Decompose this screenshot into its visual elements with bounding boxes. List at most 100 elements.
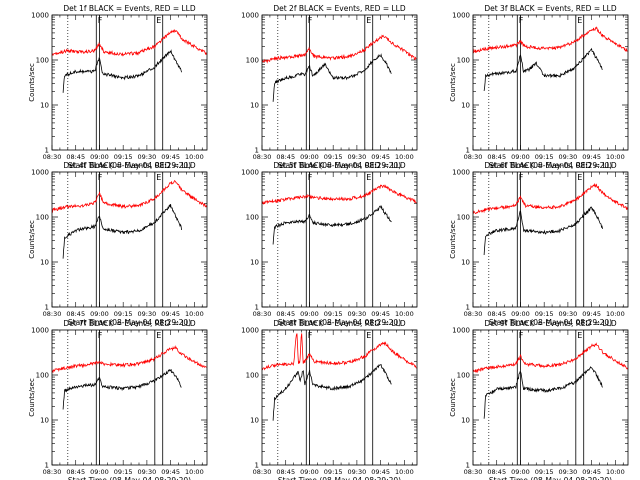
y-tick-label: 1 (45, 147, 49, 155)
x-tick-label: 10:00 (606, 310, 625, 318)
y-tick-label: 1 (466, 147, 470, 155)
x-tick-label: 09:00 (300, 468, 319, 476)
x-tick-label: 09:00 (300, 310, 319, 318)
panel-title: Det 1f BLACK = Events, RED = LLD (63, 4, 196, 13)
lld-series-line (262, 184, 417, 205)
panel-title: Det 2f BLACK = Events, RED = LLD (273, 4, 406, 13)
panel-det-8: Det 8f BLACK = Events, RED = LLD 1 10 100 10… (241, 319, 418, 480)
flare-end-label: E (577, 16, 582, 25)
y-tick-label: 100 (457, 372, 470, 380)
panel-det-1: Det 1f BLACK = Events, RED = LLD 1 10 100 10… (28, 4, 208, 170)
plot-frame (51, 329, 208, 466)
x-tick-label: 09:45 (371, 153, 390, 161)
x-tick-label: 09:00 (300, 153, 319, 161)
x-tick-label: 09:30 (348, 153, 367, 161)
x-tick-label: 08:30 (253, 468, 272, 476)
events-series-line (272, 204, 392, 245)
y-tick-label: 1000 (452, 327, 470, 335)
y-tick-label: 1 (255, 304, 259, 312)
y-tick-label: 1 (255, 147, 259, 155)
y-tick-label: 10 (250, 259, 259, 267)
x-tick-label: 09:45 (161, 468, 180, 476)
panel-det-6: Det 6f BLACK = Events, RED = LLD 1 10 100 10… (449, 161, 629, 327)
y-tick-label: 10 (461, 259, 470, 267)
x-tick-label: 10:00 (395, 310, 414, 318)
y-tick-label: 10 (40, 417, 49, 425)
x-tick-label: 09:45 (161, 153, 180, 161)
y-tick-label: 100 (246, 214, 259, 222)
y-tick-label: 100 (36, 214, 49, 222)
events-series-line (272, 53, 392, 102)
x-tick-label: 09:45 (371, 310, 390, 318)
x-tick-label: 09:15 (114, 153, 133, 161)
x-tick-label: 09:45 (582, 310, 601, 318)
y-tick-label: 1000 (241, 169, 259, 177)
flare-start-label: F (519, 173, 524, 182)
x-tick-label: 09:00 (90, 153, 109, 161)
events-series-line (62, 369, 182, 410)
panel-title: Det 8f BLACK = Events, RED = LLD (273, 319, 406, 328)
flare-end-label: E (577, 331, 582, 340)
x-tick-label: 09:30 (348, 468, 367, 476)
y-tick-label: 1 (466, 304, 470, 312)
flare-end-label: E (156, 331, 161, 340)
panel-title: Det 4f BLACK = Events, RED = LLD (63, 161, 196, 170)
y-tick-label: 100 (36, 57, 49, 65)
x-tick-label: 09:30 (138, 310, 157, 318)
flare-start-label: F (308, 331, 313, 340)
x-tick-label: 09:15 (324, 153, 343, 161)
lld-series-line (473, 342, 628, 374)
plot-frame (472, 171, 629, 308)
plot-frame (261, 329, 418, 466)
y-axis-label: Counts/sec (28, 378, 36, 417)
x-axis-label: Start Time (08-May-04 08:29:20) (68, 161, 191, 170)
y-tick-label: 1000 (241, 12, 259, 20)
y-tick-label: 10 (461, 102, 470, 110)
x-tick-label: 09:15 (114, 468, 133, 476)
y-tick-label: 10 (250, 417, 259, 425)
panel-title: Det 9f BLACK = Events, RED = LLD (484, 319, 617, 328)
x-tick-label: 10:00 (185, 310, 204, 318)
flare-start-label: F (98, 16, 103, 25)
x-tick-label: 09:00 (90, 468, 109, 476)
x-tick-label: 09:45 (371, 468, 390, 476)
panel-det-5: Det 5f BLACK = Events, RED = LLD 1 10 100 10… (241, 161, 418, 327)
lld-series-line (52, 345, 207, 374)
panel-title: Det 3f BLACK = Events, RED = LLD (484, 4, 617, 13)
events-series-line (483, 206, 603, 256)
lld-series-line (473, 26, 628, 54)
plot-frame (472, 14, 629, 151)
panel-det-9: Det 9f BLACK = Events, RED = LLD 1 10 100 10… (449, 319, 629, 480)
flare-start-label: F (98, 173, 103, 182)
x-tick-label: 08:45 (487, 468, 506, 476)
x-tick-label: 09:15 (535, 153, 554, 161)
x-axis-label: Start Time (08-May-04 08:29:20) (68, 476, 191, 480)
lld-series-line (473, 182, 628, 215)
events-series-line (62, 49, 182, 93)
x-tick-label: 09:15 (114, 310, 133, 318)
x-tick-label: 09:30 (348, 310, 367, 318)
x-tick-label: 09:15 (324, 310, 343, 318)
x-tick-label: 09:45 (161, 310, 180, 318)
flare-start-label: F (519, 16, 524, 25)
panel-title: Det 7f BLACK = Events, RED = LLD (63, 319, 196, 328)
x-axis-label: Start Time (08-May-04 08:29:20) (278, 476, 401, 480)
y-axis-label: Counts/sec (449, 63, 457, 102)
x-tick-label: 08:45 (66, 468, 85, 476)
x-tick-label: 08:30 (253, 153, 272, 161)
x-tick-label: 09:00 (511, 153, 530, 161)
y-axis-label: Counts/sec (449, 220, 457, 259)
x-tick-label: 09:15 (535, 468, 554, 476)
y-tick-label: 100 (457, 57, 470, 65)
x-tick-label: 09:15 (324, 468, 343, 476)
y-tick-label: 1000 (241, 327, 259, 335)
events-series-line (483, 366, 603, 419)
x-tick-label: 09:30 (559, 310, 578, 318)
